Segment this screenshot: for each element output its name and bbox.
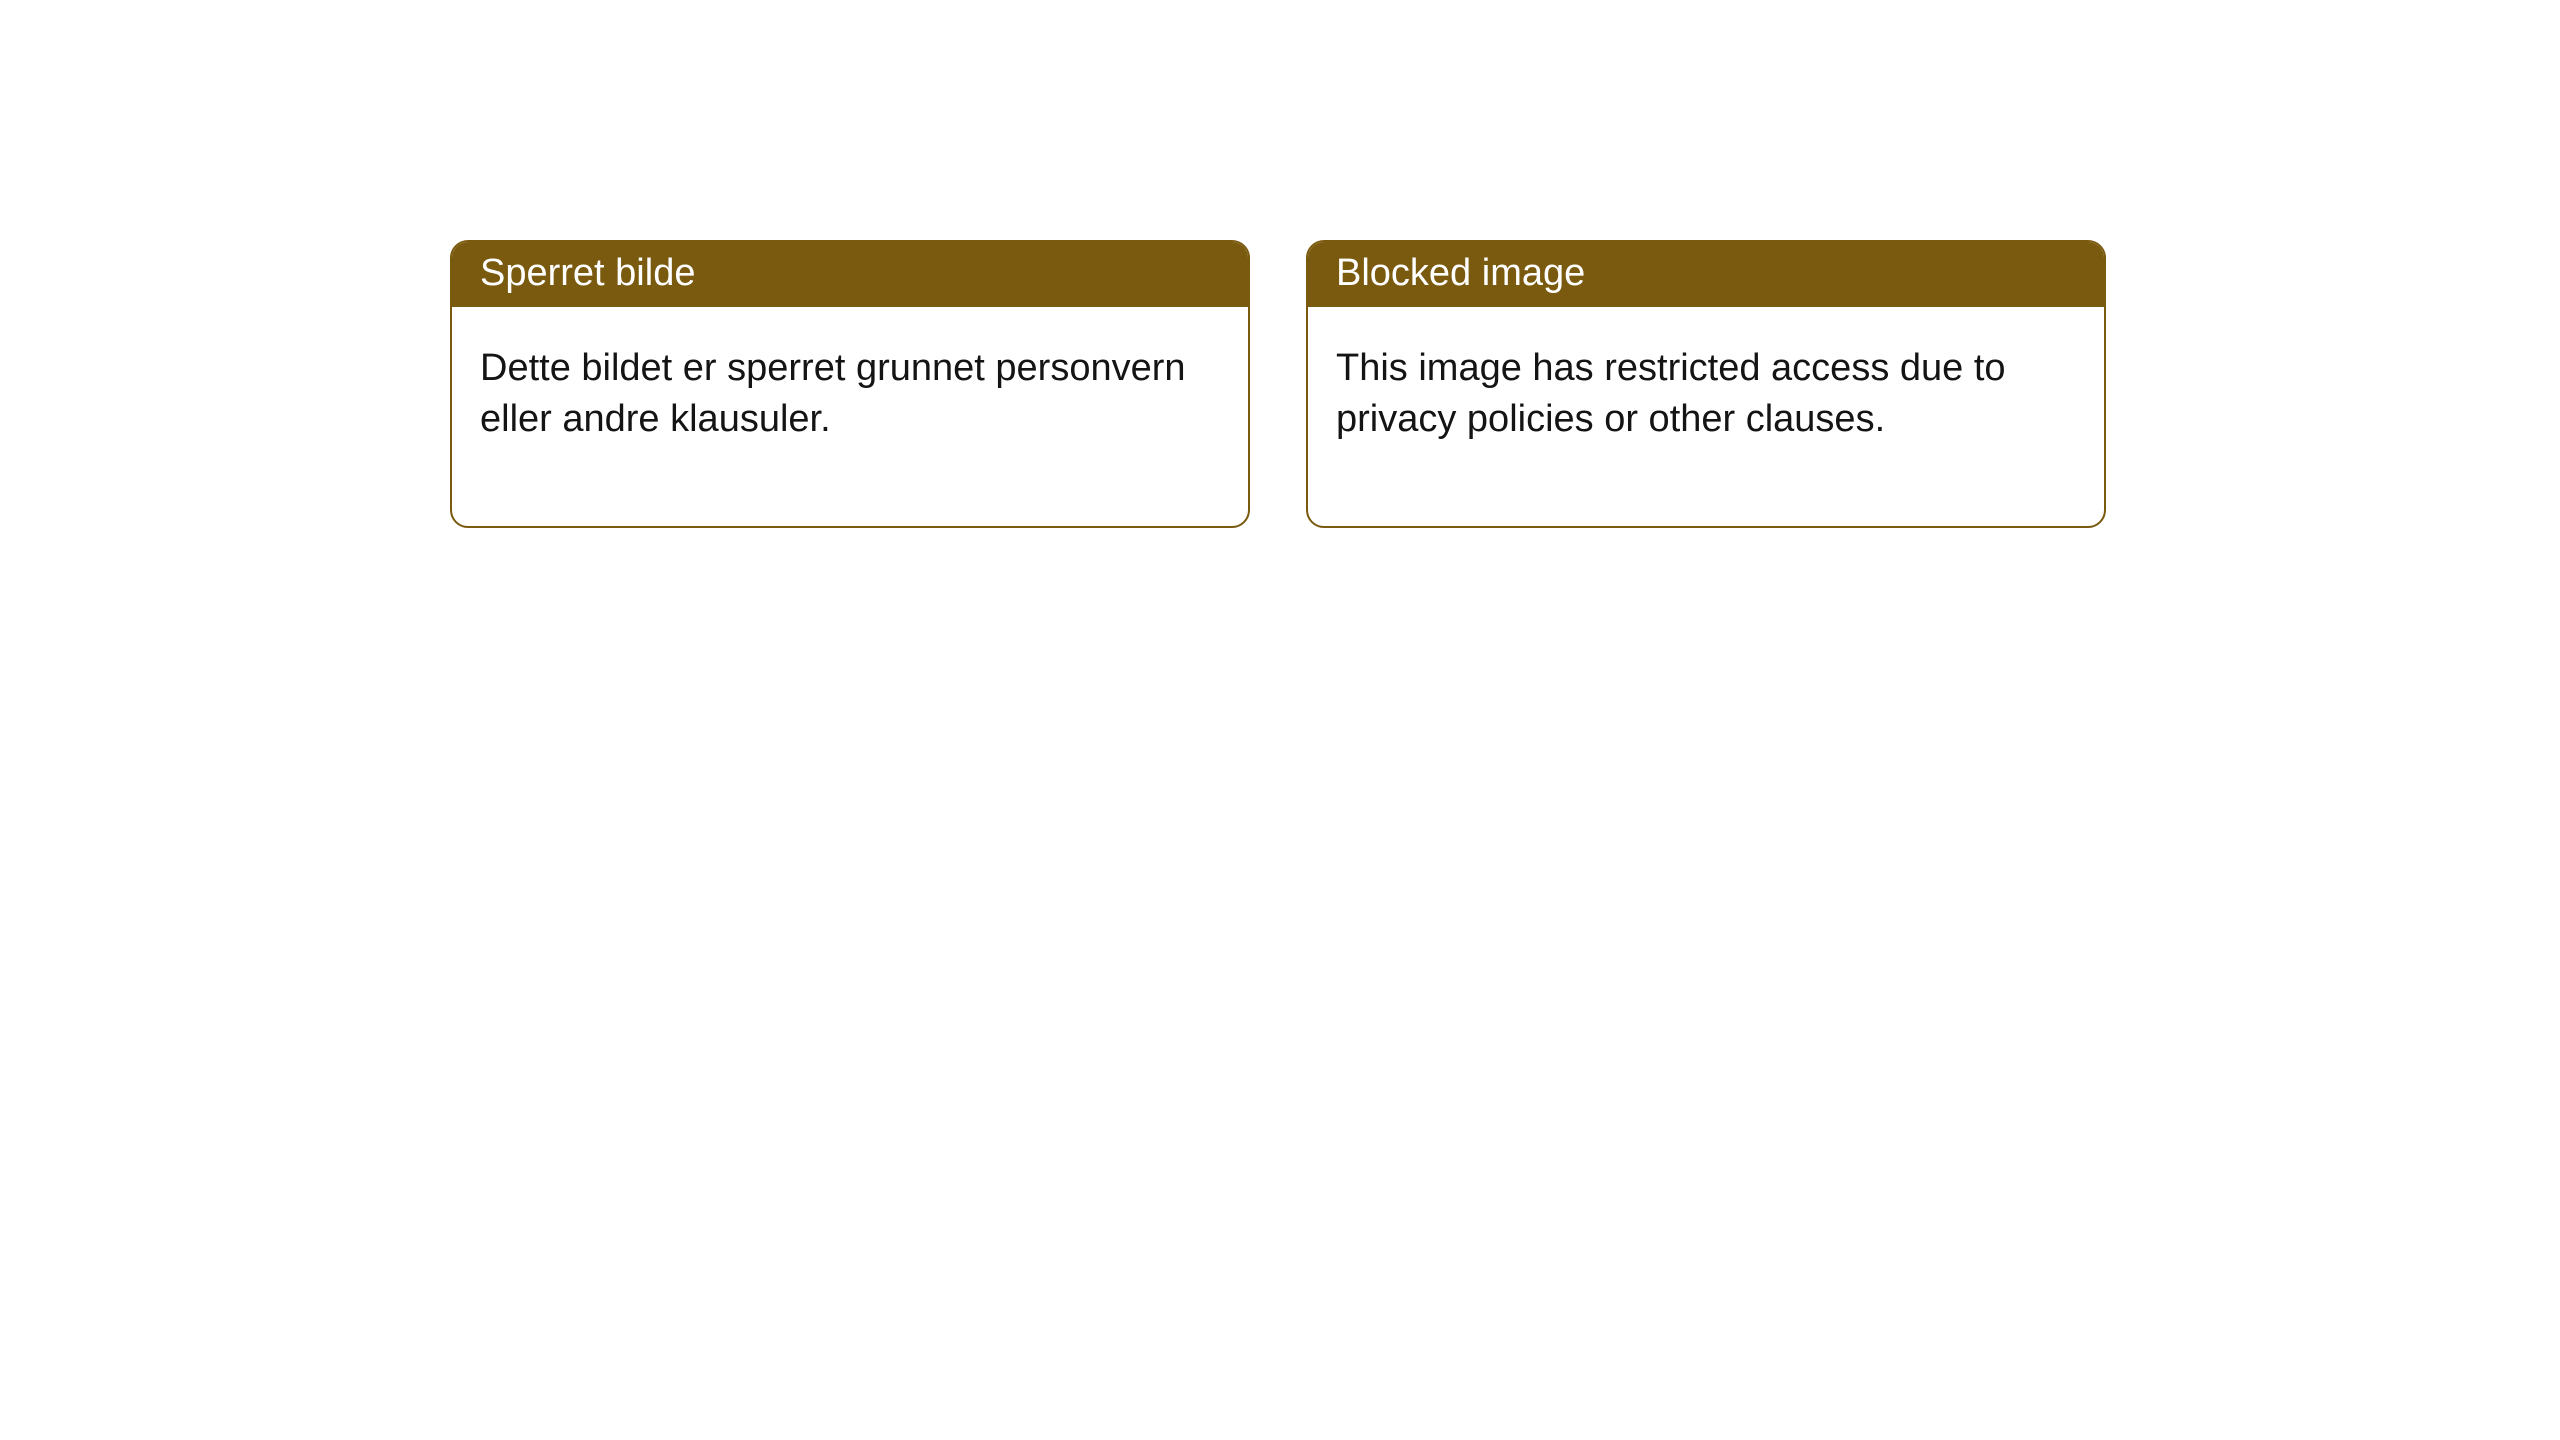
notice-container: Sperret bilde Dette bildet er sperret gr… <box>0 0 2560 528</box>
notice-card-english: Blocked image This image has restricted … <box>1306 240 2106 528</box>
notice-title-norwegian: Sperret bilde <box>452 242 1248 307</box>
notice-title-english: Blocked image <box>1308 242 2104 307</box>
notice-body-english: This image has restricted access due to … <box>1308 307 2104 526</box>
notice-card-norwegian: Sperret bilde Dette bildet er sperret gr… <box>450 240 1250 528</box>
notice-body-norwegian: Dette bildet er sperret grunnet personve… <box>452 307 1248 526</box>
